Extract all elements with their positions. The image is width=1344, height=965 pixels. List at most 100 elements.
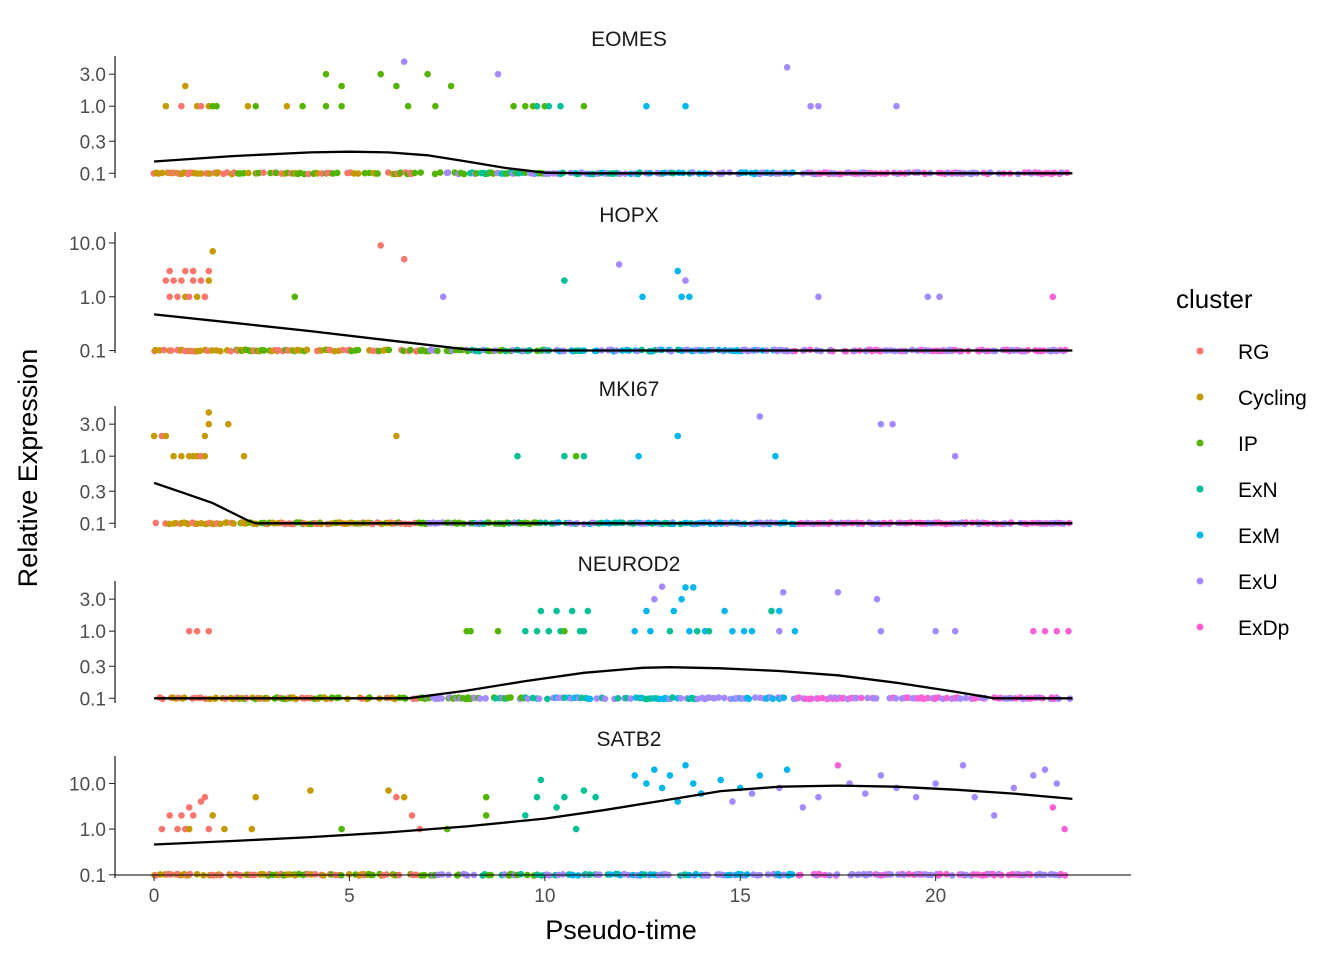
data-point [322,102,330,110]
baseline-point [385,346,393,354]
data-point [776,627,783,635]
data-point [514,452,521,460]
baseline-point [193,871,201,878]
baseline-point [473,170,480,177]
data-point [197,102,205,110]
data-point [338,825,345,833]
data-point [615,261,623,268]
data-point [537,776,545,784]
data-point [561,277,568,284]
baseline-point [303,346,311,354]
data-point [533,793,541,801]
data-point [322,70,330,78]
y-tick-label: 1.0 [80,820,106,841]
data-point [537,607,545,615]
baseline-point [924,694,931,702]
data-point [162,432,170,440]
baseline-point [692,870,700,878]
data-point [447,82,455,90]
baseline-point [214,169,222,176]
data-point [522,627,529,635]
data-point [338,82,345,90]
data-point [162,277,170,284]
data-point [377,70,385,78]
legend-key-rg [1196,347,1204,355]
data-point [205,277,213,284]
panel-title: HOPX [599,204,659,227]
x-tick-label: 0 [149,886,160,907]
panels-layer: EOMES 0.1 0.3 1.0 3.0 HOPX 0.1 1.0 10.0 MKI67 0.1 0… [69,28,1074,887]
data-point [1061,825,1068,833]
baseline-point [745,695,753,703]
baseline-point [444,169,452,176]
y-tick-label: 3.0 [80,415,106,436]
data-point [494,70,502,78]
data-point [205,409,213,416]
panel-mki67: MKI67 0.1 0.3 1.0 3.0 [80,378,1073,535]
baseline-point [196,347,204,355]
data-point [740,627,748,635]
y-tick-label: 1.0 [80,622,106,643]
data-point [815,293,822,301]
baseline-point [769,695,777,702]
legend-key-exm [1196,531,1204,539]
data-point [768,607,775,615]
x-axis: 0 5 10 15 20 [115,874,1131,907]
baseline-point [892,695,900,702]
data-point [221,825,228,833]
baseline-point [167,871,175,878]
baseline-point [245,169,252,177]
y-tick-label: 0.1 [80,866,106,887]
data-point [185,804,193,811]
baseline-point [872,695,880,702]
data-point [174,293,181,301]
data-point [201,293,209,301]
baseline-point [853,694,860,702]
data-point [682,584,689,591]
data-point [522,812,529,819]
data-point [572,825,580,833]
data-point [693,627,701,635]
panel-title: SATB2 [597,728,662,751]
data-point [776,607,783,615]
data-point [1030,627,1037,635]
baseline-point [743,871,751,878]
data-point [682,102,689,110]
baseline-point [417,169,425,176]
data-point [862,790,869,797]
data-point [893,102,900,110]
data-point [393,82,400,90]
data-point [385,787,392,794]
data-point [580,627,588,635]
data-point [1049,804,1057,811]
baseline-point [848,870,856,878]
baseline-point [627,695,634,702]
y-tick-label: 10.0 [69,234,106,255]
baseline-point [601,695,609,703]
baseline-point [223,169,231,176]
data-point [166,293,173,301]
data-point [170,277,177,284]
panel-hopx: HOPX 0.1 1.0 10.0 [69,204,1073,363]
baseline-point [206,170,214,177]
y-tick-label: 0.3 [80,482,106,503]
baseline-point [255,169,263,177]
data-point [178,102,185,110]
baseline-point [160,346,168,354]
data-point [580,787,588,794]
baseline-point [334,169,341,177]
y-tick-label: 0.3 [80,657,106,678]
baseline-point [260,347,268,354]
legend-key-cycling [1196,393,1204,401]
data-point [561,793,568,801]
data-point [166,267,173,275]
baseline-point [816,871,824,878]
baseline-point [507,694,514,701]
x-tick-label: 15 [730,886,751,907]
baseline-point [476,695,484,702]
data-point [729,798,736,805]
legend-label-exm: ExM [1238,525,1280,548]
data-point [182,82,189,90]
data-point [783,766,791,773]
data-point [651,766,658,773]
